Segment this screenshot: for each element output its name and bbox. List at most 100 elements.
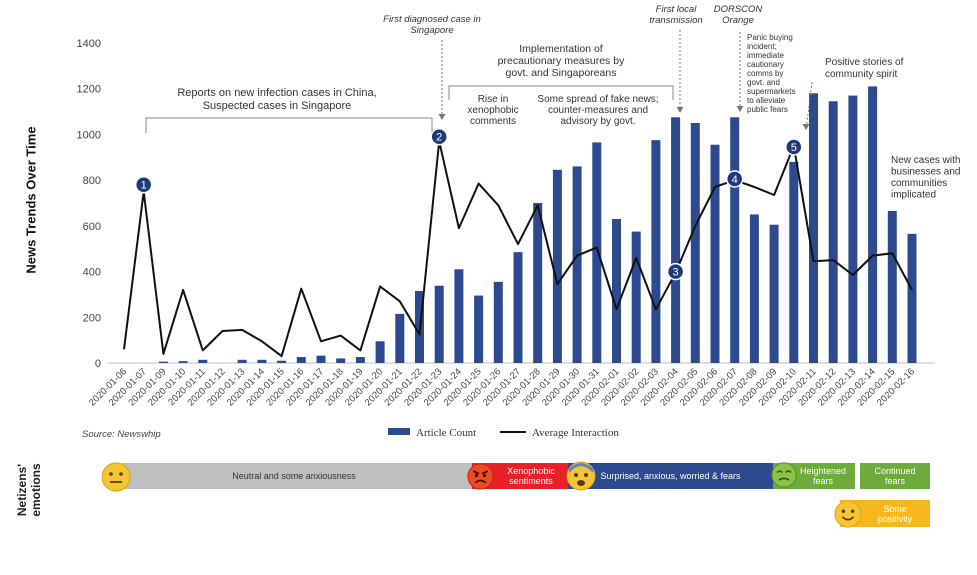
article-count-bar — [493, 281, 503, 363]
article-count-bar — [592, 142, 602, 363]
emotion-xenophobic-text: Xenophobic sentiments — [507, 466, 555, 486]
article-count-bar — [887, 211, 897, 363]
article-count-bar — [277, 360, 287, 363]
legend-swatch-article-count — [388, 428, 410, 435]
event-marker-2 — [430, 127, 448, 146]
article-count-bar — [454, 269, 464, 363]
event-marker-5 — [785, 138, 803, 156]
pointer-first-local-head — [676, 107, 684, 113]
y-axis-title: News Trends Over Time — [23, 126, 39, 274]
annotation-first-local: First local transmission — [649, 4, 702, 26]
annotation-dorscon: DORSCON Orange — [714, 4, 763, 26]
annotation-panic: Panic buying incident; immediate cautionary… — [747, 33, 795, 114]
x-axis: 2020-01-062020-01-072020-01-092020-01-10… — [87, 366, 917, 408]
annotation-new-cases: New cases with businesses and communities i… — [891, 155, 961, 201]
y-tick-label: 1200 — [77, 84, 101, 96]
article-count-bar — [572, 166, 582, 363]
article-count-bar — [434, 285, 444, 363]
emotion-neutral: Neutral and some anxiousness — [116, 463, 472, 489]
bracket-reports — [145, 117, 433, 133]
event-marker-label: 3 — [673, 267, 679, 279]
article-count-bar — [690, 123, 700, 363]
sick-face-icon — [771, 462, 797, 488]
emotion-heightened-text: Heightened fears — [799, 466, 847, 486]
emotions-label-line-1: Netizens' — [15, 463, 29, 517]
legend-label-average-interaction: Average Interaction — [532, 427, 619, 439]
event-marker-label: 1 — [141, 180, 147, 192]
event-marker-label: 4 — [732, 174, 738, 186]
annotation-positive: Positive stories of community spirit — [825, 57, 904, 80]
y-tick-label: 800 — [83, 175, 101, 187]
annotation-fake-news: Some spread of fake news; counter-measure… — [537, 94, 658, 127]
source-note: Source: Newswhip — [82, 429, 161, 440]
annotation-first-diagnosed: First diagnosed case in Singapore — [383, 14, 481, 36]
y-tick-label: 1400 — [77, 38, 101, 50]
article-count-bar — [178, 361, 188, 363]
y-tick-label: 1000 — [77, 129, 101, 141]
article-count-bar — [612, 219, 621, 363]
article-count-bar — [769, 224, 779, 363]
article-count-bar — [828, 101, 838, 364]
article-count-bar — [631, 231, 641, 363]
event-marker-3 — [666, 262, 685, 281]
fearful-face-icon — [566, 461, 596, 491]
article-count-bar — [474, 295, 484, 363]
pointer-positive — [805, 81, 813, 131]
y-tick-label: 200 — [83, 312, 101, 324]
event-marker-label: 5 — [791, 142, 797, 154]
emotions-label-line-2: emotions — [29, 463, 43, 517]
article-count-bar — [296, 357, 306, 363]
article-count-bars — [158, 86, 917, 364]
annotations: Reports on new infection cases in China,… — [82, 4, 961, 440]
angry-face-icon — [467, 463, 494, 490]
article-count-bar — [336, 358, 346, 363]
emotions-label: Netizens' emotions — [15, 463, 43, 516]
average-interaction-polyline — [123, 140, 913, 358]
article-count-bar — [158, 361, 168, 363]
pointer-dorscon-head — [736, 106, 744, 112]
emotion-positivity-text: Some positivity — [877, 503, 913, 524]
event-markers: 1 2 3 4 5 — [134, 127, 803, 281]
emotion-surprised: Surprised, anxious, worried & fears — [568, 463, 773, 489]
smiling-face-icon — [834, 500, 862, 528]
emotion-continued: Continued fears — [860, 463, 930, 489]
y-tick-label: 600 — [83, 221, 101, 233]
legend-label-article-count: Article Count — [416, 427, 476, 439]
y-tick-label: 0 — [95, 358, 101, 370]
event-marker-label: 2 — [436, 132, 442, 144]
neutral-face-icon — [101, 462, 131, 492]
event-marker-4 — [725, 170, 744, 188]
article-count-bar — [671, 117, 681, 364]
event-marker-1 — [134, 175, 153, 194]
article-count-bar — [395, 313, 405, 363]
article-count-bar — [730, 117, 740, 364]
legend: Article Count Average Interaction — [388, 427, 619, 439]
article-count-bar — [552, 169, 562, 363]
bracket-precautionary — [448, 85, 674, 100]
article-count-bar — [749, 214, 759, 363]
article-count-bar — [257, 359, 267, 363]
annotation-reports: Reports on new infection cases in China,… — [177, 87, 376, 112]
article-count-bar — [513, 252, 523, 363]
pointer-first-diagnosed-head — [438, 114, 446, 120]
article-count-bar — [848, 95, 858, 364]
annotation-xenophobic: Rise in xenophobic comments — [467, 94, 518, 127]
emotion-continued-text: Continued fears — [874, 466, 916, 486]
article-count-bar — [375, 341, 385, 363]
y-tick-label: 400 — [83, 267, 101, 279]
article-count-bar — [237, 359, 247, 363]
article-count-bar — [789, 161, 799, 363]
article-count-bar — [809, 93, 818, 364]
article-count-bar — [907, 233, 917, 363]
article-count-bar — [651, 140, 661, 363]
annotation-precautionary: Implementation of precautionary measures … — [498, 43, 625, 79]
article-count-bar — [533, 203, 543, 363]
article-count-bar — [355, 357, 365, 363]
article-count-bar — [710, 144, 720, 363]
article-count-bar — [198, 359, 208, 363]
pointer-positive-head — [802, 124, 810, 130]
average-interaction-line — [123, 140, 913, 358]
article-count-bar — [316, 355, 326, 363]
article-count-bar — [868, 86, 878, 363]
